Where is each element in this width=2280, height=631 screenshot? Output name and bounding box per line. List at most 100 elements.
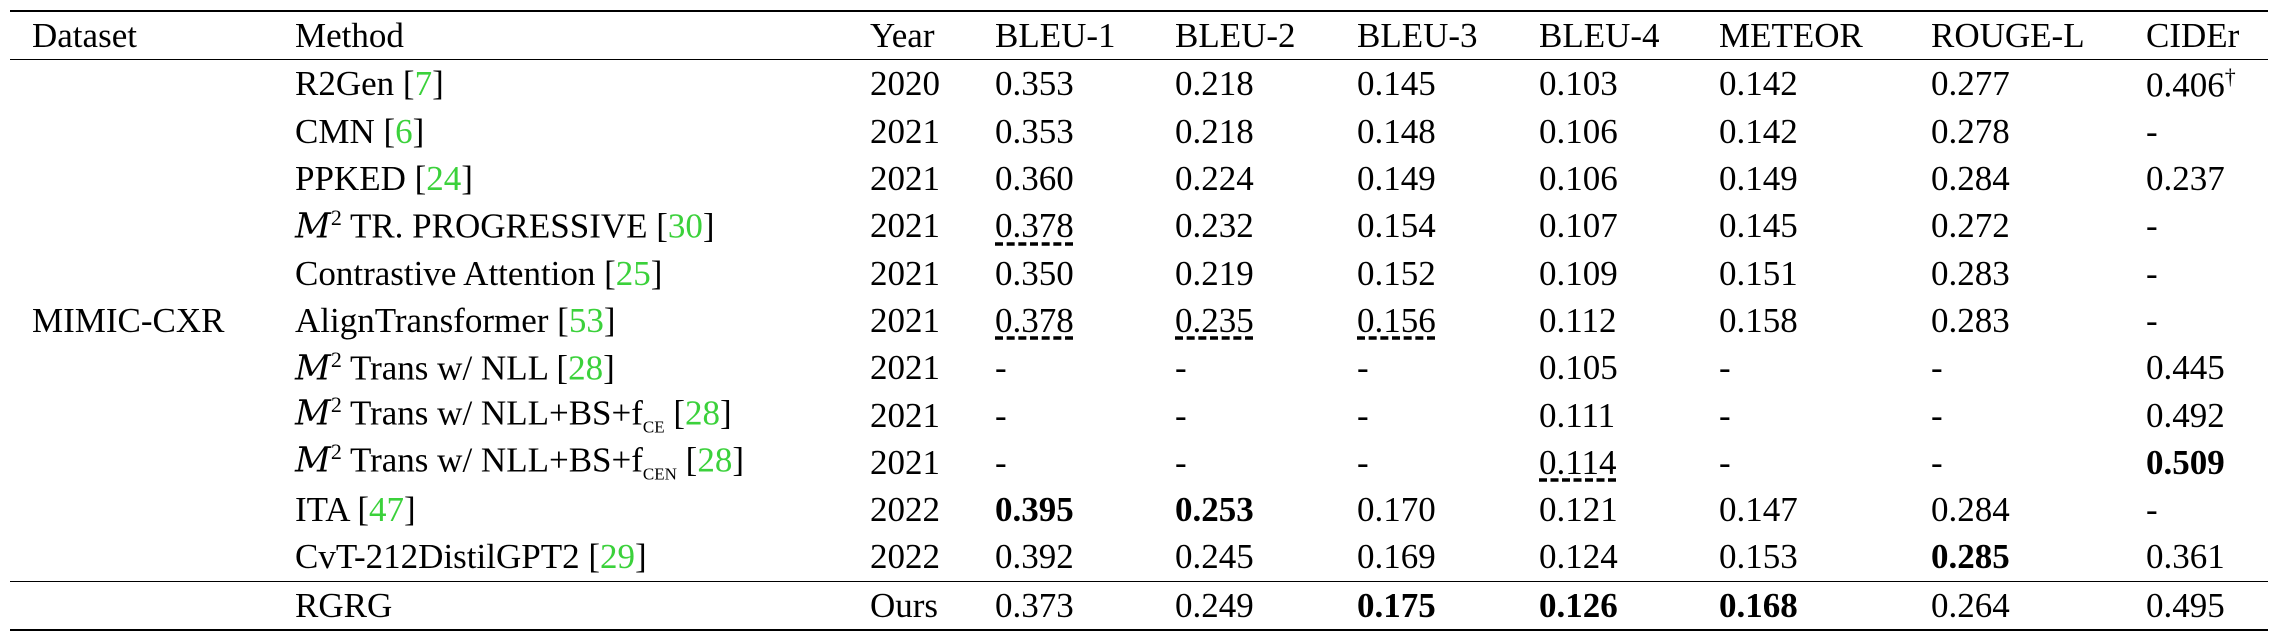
citation-link: 24 — [426, 159, 462, 199]
method-name: TR. PROGRESSIVE — [341, 206, 648, 246]
bleu-2-cell: 0.224 — [1175, 155, 1357, 202]
bleu-1-cell: 0.392 — [995, 533, 1175, 581]
bleu-3-cell: 0.149 — [1357, 155, 1539, 202]
table-row: PPKED [24] 2021 0.360 0.224 0.149 0.106 0.149 0… — [10, 155, 2268, 202]
bleu-4-value: 0.106 — [1539, 111, 1618, 151]
method-cell: CMN [6] — [295, 111, 425, 151]
cider-cell: 0.237 — [2146, 155, 2268, 202]
method-subscript: CE — [642, 417, 665, 437]
bleu-2-cell: 0.219 — [1175, 249, 1357, 296]
bleu-2-cell: 0.249 — [1175, 581, 1357, 630]
bleu-4-value: 0.121 — [1539, 490, 1618, 530]
year-cell: 2021 — [870, 206, 940, 246]
meteor-value: 0.142 — [1719, 64, 1798, 104]
meteor-value: 0.153 — [1719, 537, 1798, 577]
method-cell: M2 Trans w/ NLL+BS+fCEN [28] — [295, 439, 744, 485]
header-dataset: Dataset — [32, 16, 137, 56]
bleu-2-value: 0.232 — [1175, 206, 1254, 246]
bleu-1-value: 0.353 — [995, 111, 1074, 151]
bleu-4-cell: 0.105 — [1539, 344, 1719, 391]
bleu-1-value: 0.360 — [995, 159, 1074, 199]
header-rouge-l: ROUGE-L — [1931, 16, 2085, 56]
bleu-2-cell: - — [1175, 344, 1357, 391]
meteor-value: - — [1719, 442, 1731, 482]
cider-cell: 0.361 — [2146, 533, 2268, 581]
bleu-4-value: 0.109 — [1539, 253, 1618, 293]
method-cell: ITA [47] — [295, 490, 416, 530]
bleu-3-value: 0.149 — [1357, 159, 1436, 199]
header-row: Dataset Method Year BLEU-1 BLEU-2 BLEU-3… — [10, 11, 2268, 60]
method-name: RGRG — [295, 585, 393, 625]
bleu-3-value: 0.175 — [1357, 585, 1436, 625]
bleu-1-value: 0.350 — [995, 253, 1074, 293]
method-cell: M2 Trans w/ NLL+BS+fCE [28] — [295, 392, 732, 437]
meteor-cell: 0.153 — [1719, 533, 1931, 581]
bleu-4-value: 0.103 — [1539, 64, 1618, 104]
meteor-cell: - — [1719, 344, 1931, 391]
bleu-3-cell: - — [1357, 391, 1539, 438]
table-row: M2 Trans w/ NLL+BS+fCEN [28] 2021 - - - 0.114… — [10, 439, 2268, 486]
bleu-2-value: 0.245 — [1175, 537, 1254, 577]
meteor-cell: 0.145 — [1719, 202, 1931, 249]
cider-value: - — [2146, 111, 2158, 151]
table-row: M2 Trans w/ NLL [28] 2021 - - - 0.105 - - 0.445 — [10, 344, 2268, 391]
cider-cell: 0.495 — [2146, 581, 2268, 630]
bleu-4-cell: 0.107 — [1539, 202, 1719, 249]
bleu-3-cell: 0.156 — [1357, 297, 1539, 344]
bleu-4-cell: 0.114 — [1539, 439, 1719, 486]
citation-link: 28 — [685, 393, 721, 433]
bleu-3-value: 0.152 — [1357, 253, 1436, 293]
meteor-value: - — [1719, 395, 1731, 435]
rouge-l-value: 0.277 — [1931, 64, 2010, 104]
method-superscript: 2 — [330, 346, 342, 372]
header-bleu-1: BLEU-1 — [995, 16, 1116, 56]
rouge-l-value: 0.284 — [1931, 159, 2010, 199]
bleu-4-value: 0.126 — [1539, 585, 1618, 625]
cider-cell: - — [2146, 297, 2268, 344]
bleu-2-cell: - — [1175, 439, 1357, 486]
meteor-cell: 0.142 — [1719, 108, 1931, 155]
bleu-1-value: - — [995, 395, 1007, 435]
method-subscript: CEN — [642, 465, 677, 485]
cider-cell: 0.406† — [2146, 60, 2268, 108]
year-cell: 2021 — [870, 253, 940, 293]
method-cell: M2 Trans w/ NLL [28] — [295, 346, 615, 389]
citation-link: 53 — [568, 300, 604, 340]
rouge-l-cell: 0.284 — [1931, 486, 2146, 533]
method-math-symbol: M — [295, 441, 331, 482]
rouge-l-cell: - — [1931, 391, 2146, 438]
citation-link: 28 — [568, 348, 604, 388]
meteor-cell: 0.168 — [1719, 581, 1931, 630]
meteor-value: 0.142 — [1719, 111, 1798, 151]
bleu-1-cell: 0.353 — [995, 108, 1175, 155]
results-table: Dataset Method Year BLEU-1 BLEU-2 BLEU-3… — [10, 10, 2268, 631]
bleu-4-cell: 0.124 — [1539, 533, 1719, 581]
rouge-l-cell: 0.278 — [1931, 108, 2146, 155]
meteor-value: 0.158 — [1719, 300, 1798, 340]
year-cell: 2021 — [870, 159, 940, 199]
method-name: Trans w/ NLL+BS+f — [341, 393, 643, 433]
header-bleu-3: BLEU-3 — [1357, 16, 1478, 56]
table-row: MIMIC-CXR R2Gen [7] 2020 0.353 0.218 0.145 0.1… — [10, 60, 2268, 338]
table-row: ITA [47] 2022 0.395 0.253 0.170 0.121 0.147 0.2… — [10, 486, 2268, 533]
bleu-2-value: 0.224 — [1175, 159, 1254, 199]
bleu-3-value: - — [1357, 442, 1369, 482]
bleu-4-cell: 0.109 — [1539, 249, 1719, 296]
year-cell: 2021 — [870, 442, 940, 482]
rouge-l-cell: 0.284 — [1931, 155, 2146, 202]
cider-cell: 0.492 — [2146, 391, 2268, 438]
year-cell: 2021 — [870, 348, 940, 388]
rouge-l-value: 0.272 — [1931, 206, 2010, 246]
bleu-4-cell: 0.103 — [1539, 60, 1719, 108]
bleu-1-cell: 0.360 — [995, 155, 1175, 202]
bleu-3-value: 0.156 — [1357, 300, 1436, 340]
cider-value: 0.445 — [2146, 348, 2225, 388]
dagger-mark: † — [2224, 63, 2236, 89]
cider-value: - — [2146, 300, 2158, 340]
cider-cell: - — [2146, 202, 2268, 249]
bleu-2-cell: 0.253 — [1175, 486, 1357, 533]
meteor-cell: 0.158 — [1719, 297, 1931, 344]
header-method: Method — [295, 16, 404, 56]
year-cell: 2021 — [870, 300, 940, 340]
bleu-1-cell: 0.395 — [995, 486, 1175, 533]
